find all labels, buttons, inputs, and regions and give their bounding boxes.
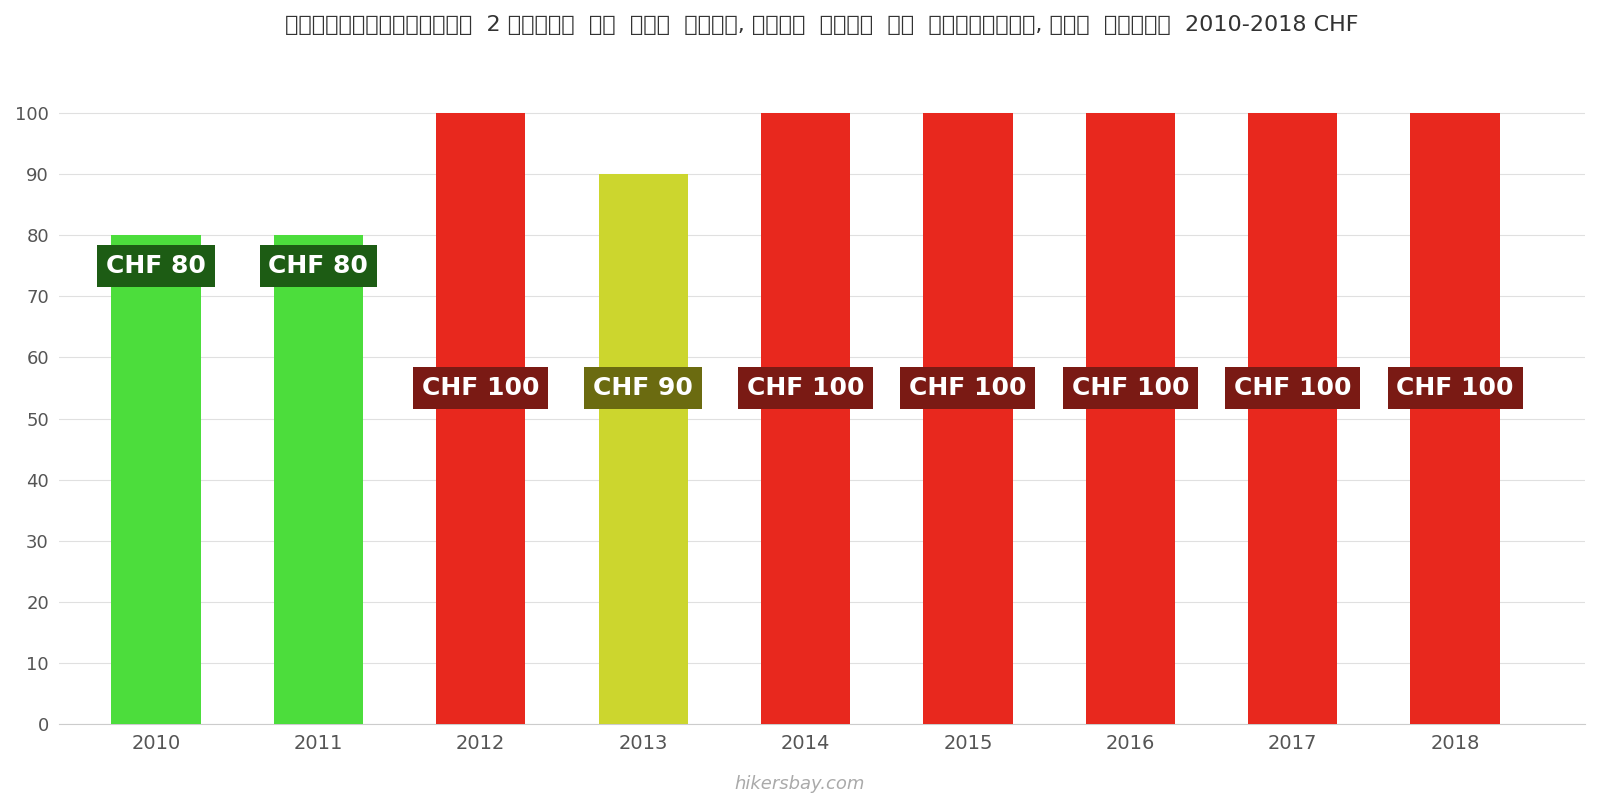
Text: CHF 100: CHF 100 — [422, 376, 539, 400]
Bar — [1248, 113, 1338, 724]
Text: CHF 80: CHF 80 — [269, 254, 368, 278]
Bar — [437, 113, 525, 724]
Bar — [1086, 113, 1174, 724]
Text: hikersbay.com: hikersbay.com — [734, 775, 866, 793]
Bar — [112, 235, 200, 724]
Text: CHF 100: CHF 100 — [747, 376, 864, 400]
Title: स्विट्ज़रलैण्ड  2 लोगों  के  लिए  भोजन, मध्य  दूरी  के  रेस्तरां, तीन  कोर्स  20: स्विट्ज़रलैण्ड 2 लोगों के लिए भोजन, मध्य… — [285, 15, 1358, 35]
Text: CHF 80: CHF 80 — [106, 254, 206, 278]
Text: CHF 90: CHF 90 — [594, 376, 693, 400]
Bar — [598, 174, 688, 724]
Text: CHF 100: CHF 100 — [909, 376, 1027, 400]
Text: CHF 100: CHF 100 — [1234, 376, 1352, 400]
Text: CHF 100: CHF 100 — [1072, 376, 1189, 400]
Text: CHF 100: CHF 100 — [1397, 376, 1514, 400]
Bar — [923, 113, 1013, 724]
Bar — [762, 113, 850, 724]
Bar — [274, 235, 363, 724]
Bar — [1411, 113, 1499, 724]
